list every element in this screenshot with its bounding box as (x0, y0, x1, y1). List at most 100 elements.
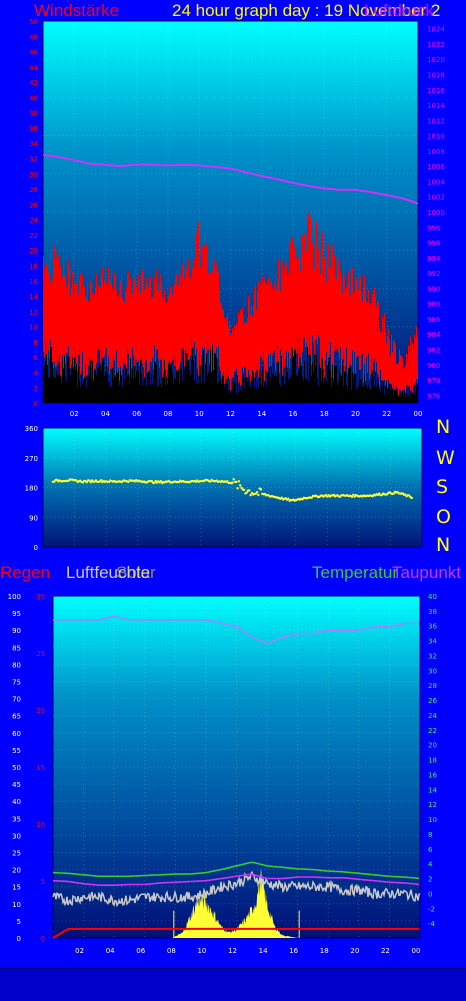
wind-y-tick-label: 22 (29, 232, 38, 240)
pressure-y-tick-label: 1010 (427, 133, 445, 141)
rain-y-tick-label: 15 (36, 764, 45, 772)
climate-x-tick-label: 22 (381, 947, 390, 955)
humidity-line (53, 615, 419, 645)
chart-title: 24 hour graph day : 19 November 2 (172, 1, 441, 20)
wind-y-tick-label: 20 (29, 247, 38, 255)
wind-y-tick-label: 0 (34, 400, 38, 408)
wind-y-tick-label: 30 (29, 171, 38, 179)
humidity-y-tick-label: 5 (17, 918, 21, 926)
wind-y-tick-label: 14 (29, 293, 38, 301)
direction-point (231, 481, 234, 484)
direction-point (99, 479, 103, 482)
temperature-y-tick-label: 28 (428, 682, 437, 690)
wind-x-tick-label: 04 (101, 410, 110, 418)
temperature-y-tick-label: 10 (428, 816, 437, 824)
climate-x-tick-label: 10 (197, 947, 206, 955)
wind-y-tick-label: 16 (29, 278, 38, 286)
direction-point (287, 497, 290, 501)
temperature-line (52, 861, 420, 880)
pressure-y-tick-label: 1002 (427, 194, 445, 202)
pressure-y-tick-label: 1008 (427, 148, 445, 156)
wind-x-tick-label: 22 (382, 410, 391, 418)
wind-y-tick-label: 42 (29, 79, 38, 87)
humidity-y-tick-label: 65 (12, 713, 21, 721)
climate-x-tick-label: 00 (412, 947, 421, 955)
pressure-y-tick-label: 976 (427, 392, 441, 400)
wind-y-tick-label: 36 (29, 125, 38, 133)
wind-x-tick-label: 14 (257, 410, 266, 418)
direction-point (232, 477, 235, 481)
temperature-y-tick-label: 40 (428, 593, 437, 601)
wind-x-tick-label: 10 (195, 410, 204, 418)
direction-point (410, 496, 413, 500)
direction-point (89, 480, 92, 484)
climate-x-tick-label: 18 (320, 947, 329, 955)
wind-y-tick-label: 34 (29, 140, 38, 148)
wind-y-tick-label: 32 (29, 156, 38, 164)
direction-point (404, 493, 407, 496)
direction-point (88, 479, 91, 482)
humidity-y-tick-label: 60 (12, 730, 21, 738)
pressure-y-tick-label: 998 (427, 224, 440, 232)
temperature-y-tick-label: -4 (428, 920, 436, 928)
humidity-y-tick-label: 55 (12, 747, 21, 755)
pressure-y-tick-label: 1012 (427, 117, 445, 125)
wind-x-tick-label: 12 (226, 410, 235, 418)
pressure-y-tick-label: 1014 (427, 102, 445, 110)
pressure-y-tick-label: 1020 (427, 56, 445, 64)
wind-y-tick-label: 26 (29, 201, 38, 209)
temperature-y-tick-label: 36 (428, 623, 437, 631)
direction-label-n-bottom: N (436, 534, 451, 556)
wind-x-tick-label: 20 (351, 410, 360, 418)
wind-x-tick-label: 00 (414, 410, 423, 418)
humidity-y-tick-label: 95 (12, 610, 21, 618)
wind-x-tick-label: 18 (320, 410, 329, 418)
direction-label-o: O (436, 506, 451, 528)
humidity-y-tick-label: 0 (17, 935, 21, 943)
climate-x-tick-label: 08 (167, 947, 176, 955)
wind-y-tick-label: 48 (29, 33, 38, 41)
direction-point (209, 480, 212, 483)
dewpoint-legend: Taupunkt (392, 563, 461, 582)
rain-y-tick-label: 0 (41, 935, 45, 943)
wind-y-tick-label: 2 (34, 385, 38, 393)
wind-y-tick-label: 50 (29, 18, 38, 26)
direction-point (255, 491, 259, 494)
pressure-y-tick-label: 994 (427, 255, 441, 263)
direction-point (352, 493, 355, 496)
direction-point (257, 493, 260, 497)
humidity-noise-line (52, 870, 421, 908)
wind-x-tick-label: 16 (289, 410, 298, 418)
pressure-y-tick-label: 990 (427, 285, 440, 293)
temperature-y-tick-label: 4 (428, 861, 433, 869)
direction-y-tick-label: 360 (25, 425, 38, 433)
temperature-legend: Temperatur (312, 563, 398, 582)
direction-point (248, 489, 251, 492)
rain-line (52, 927, 419, 939)
temperature-y-tick-label: 8 (428, 831, 432, 839)
climate-x-tick-label: 16 (289, 947, 298, 955)
wind-y-tick-label: 8 (34, 339, 38, 347)
direction-point (259, 488, 263, 491)
rain-y-tick-label: 20 (36, 707, 45, 715)
temperature-y-tick-label: 22 (428, 727, 437, 735)
wind-y-tick-label: 12 (29, 308, 38, 316)
pressure-y-tick-label: 982 (427, 347, 440, 355)
direction-point (249, 493, 252, 497)
direction-point (245, 491, 248, 494)
direction-point (239, 484, 242, 487)
direction-y-tick-label: 0 (34, 544, 38, 552)
temperature-y-tick-label: 6 (428, 846, 433, 854)
pressure-y-tick-label: 1004 (427, 178, 445, 186)
wind-label: Windstärke (34, 1, 120, 20)
wind-y-tick-label: 4 (34, 369, 39, 377)
rain-y-tick-label: 10 (36, 821, 45, 829)
climate-x-tick-label: 04 (106, 947, 115, 955)
solar-legend: Solar (116, 563, 156, 582)
direction-point (236, 487, 239, 490)
direction-plot-border (42, 427, 423, 548)
humidity-y-tick-label: 40 (12, 798, 21, 806)
direction-y-tick-label: 270 (25, 455, 38, 463)
temperature-y-tick-label: 0 (428, 890, 432, 898)
